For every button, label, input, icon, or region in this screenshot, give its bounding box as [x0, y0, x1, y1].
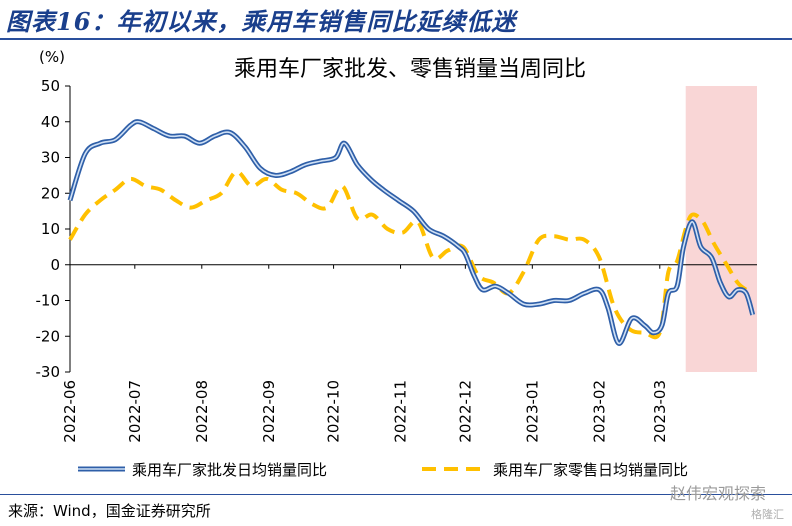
- legend-label-wholesale: 乘用车厂家批发日均销量同比: [132, 461, 327, 479]
- chart-title: 乘用车厂家批发、零售销量当周同比: [234, 57, 586, 82]
- y-axis-label: (%): [39, 48, 65, 66]
- y-tick-label: 0: [50, 256, 60, 274]
- figure-title: 图表16：年初以来，乘用车销售同比延续低迷: [6, 7, 517, 36]
- x-tick-label: 2023-02: [590, 380, 608, 443]
- series-line-wholesale: [67, 119, 756, 346]
- x-tick-label: 2022-06: [61, 380, 79, 443]
- title-rule: [0, 38, 792, 40]
- x-tick-label: 2022-07: [126, 380, 144, 443]
- watermark: 赵伟宏观探索: [669, 484, 766, 503]
- watermark-sub: 格隆汇: [751, 508, 784, 521]
- y-tick-label: 10: [41, 220, 60, 238]
- chart: 乘用车厂家批发、零售销量当周同比(%)50403020100-10-20-302…: [36, 48, 757, 479]
- series-line-wholesale-inner: [69, 120, 754, 345]
- legend-label-retail: 乘用车厂家零售日均销量同比: [493, 461, 688, 479]
- source-note: 来源：Wind，国金证券研究所: [8, 502, 211, 520]
- y-tick-label: -20: [36, 327, 61, 345]
- y-tick-label: 50: [41, 77, 60, 95]
- series-line-retail: [68, 169, 754, 340]
- y-tick-label: -10: [36, 292, 61, 310]
- x-tick-label: 2022-10: [325, 380, 343, 443]
- x-tick-label: 2022-09: [260, 380, 278, 443]
- x-tick-label: 2022-11: [392, 380, 410, 443]
- x-tick-label: 2023-03: [651, 380, 669, 443]
- y-tick-label: -30: [36, 363, 61, 381]
- y-tick-label: 30: [41, 149, 60, 167]
- x-tick-label: 2022-08: [193, 380, 211, 443]
- source-rule: [0, 494, 792, 495]
- x-tick-label: 2022-12: [456, 380, 474, 443]
- y-tick-label: 40: [41, 113, 60, 131]
- y-tick-label: 20: [41, 184, 60, 202]
- x-tick-label: 2023-01: [523, 380, 541, 443]
